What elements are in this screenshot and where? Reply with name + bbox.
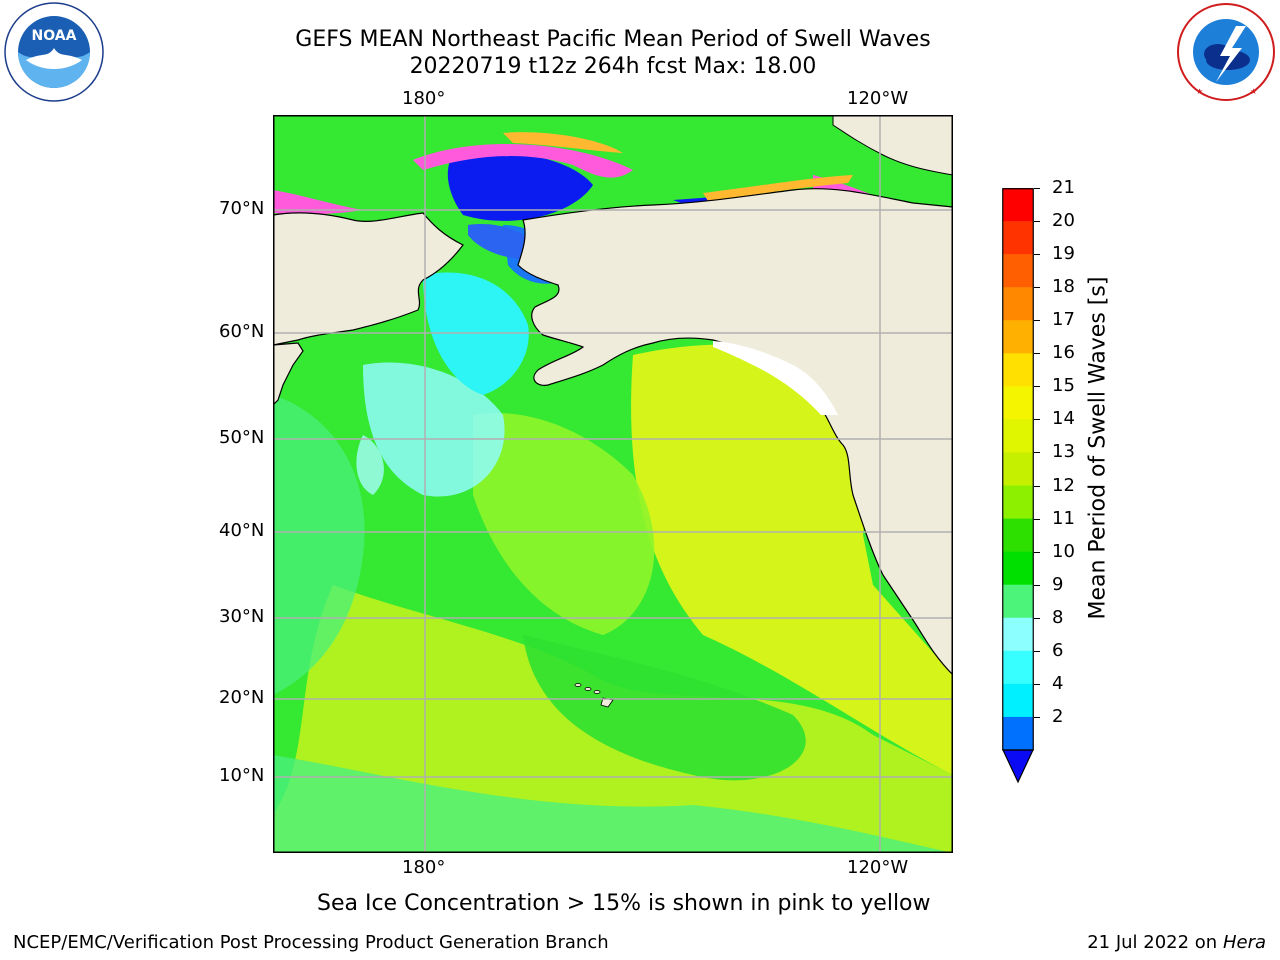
swell-field-cyan-light xyxy=(363,362,505,497)
colorbar-tick-mark xyxy=(1034,221,1040,223)
colorbar-tick-label: 2 xyxy=(1052,705,1064,727)
colorbar-tick-label: 11 xyxy=(1052,507,1075,529)
lat-label-70n: 70°N xyxy=(219,198,265,219)
map-frame xyxy=(273,115,953,853)
nws-logo: ★ ★ xyxy=(1176,2,1276,102)
colorbar-segment xyxy=(1003,584,1033,619)
colorbar-label-wrap: Mean Period of Swell Waves [s] xyxy=(948,277,1248,620)
chart-title-line2: 20220719 t12z 264h fcst Max: 18.00 xyxy=(409,54,817,79)
colorbar-tick-label: 18 xyxy=(1052,276,1075,298)
swell-field-yellow-east xyxy=(631,344,953,775)
colorbar-tick-mark xyxy=(1034,617,1040,619)
chart-title-line1: GEFS MEAN Northeast Pacific Mean Period … xyxy=(295,27,931,52)
colorbar-tick-label: 6 xyxy=(1052,639,1064,661)
colorbar-tick-mark xyxy=(1034,287,1040,289)
colorbar-segment xyxy=(1003,683,1033,718)
colorbar-segment xyxy=(1003,221,1033,255)
svg-text:★: ★ xyxy=(1250,87,1257,96)
colorbar-segment xyxy=(1003,617,1033,652)
colorbar-segment xyxy=(1003,518,1033,553)
colorbar-segment xyxy=(1003,485,1033,520)
sea-ice-orange-east xyxy=(703,175,853,201)
land-siberia xyxy=(273,212,464,346)
lat-label-40n: 40°N xyxy=(219,520,265,541)
colorbar-tick-label: 19 xyxy=(1052,243,1075,265)
colorbar-ticks: 21 20 19 18 17 16 15 14 13 12 11 10 9 8 6 4 2 xyxy=(1034,177,1092,778)
colorbar-tick-label: 12 xyxy=(1052,474,1075,496)
sea-ice-note: Sea Ice Concentration > 15% is shown in … xyxy=(317,891,931,916)
colorbar-segment xyxy=(1003,320,1033,354)
colorbar-tick-label: 9 xyxy=(1052,573,1064,595)
map-gridlines xyxy=(273,115,953,853)
colorbar-tick-mark xyxy=(1034,485,1040,487)
colorbar-tick-mark xyxy=(1034,650,1040,652)
map-panel xyxy=(273,115,953,853)
land-arctic-islands xyxy=(832,115,953,176)
colorbar-label: Mean Period of Swell Waves [s] xyxy=(1085,276,1111,620)
swell-field-seafoam-south xyxy=(273,755,953,853)
footer-right: 21 Jul 2022 on Hera xyxy=(1087,933,1266,953)
colorbar-segment xyxy=(1003,188,1033,222)
lat-label-10n: 10°N xyxy=(219,765,265,786)
svg-text:★: ★ xyxy=(1196,87,1203,96)
swell-field-green-belt xyxy=(523,635,806,781)
colorbar-segment xyxy=(1003,452,1033,487)
sea-ice-orange-band xyxy=(503,132,623,153)
colorbar-tick-mark xyxy=(1034,419,1040,421)
colorbar-tick-mark xyxy=(1034,716,1040,718)
colorbar-tick-label: 8 xyxy=(1052,606,1064,628)
footer-machine: Hera xyxy=(1222,932,1266,953)
colorbar-segment xyxy=(1003,551,1033,586)
colorbar-segment xyxy=(1003,419,1033,453)
colorbar-tick-label: 20 xyxy=(1052,210,1075,232)
swell-field-seafoam-west xyxy=(273,395,365,695)
colorbar-tick-mark xyxy=(1034,254,1040,256)
colorbar-segment xyxy=(1003,287,1033,321)
colorbar xyxy=(1002,188,1034,784)
colorbar-segment xyxy=(1003,353,1033,387)
swell-field-lime xyxy=(473,413,655,635)
colorbar-tick-label: 16 xyxy=(1052,342,1075,364)
lon-label-top-180: 180° xyxy=(402,88,446,109)
lon-label-bottom-180: 180° xyxy=(402,857,446,878)
colorbar-tick-mark xyxy=(1034,188,1040,189)
colorbar-segment xyxy=(1003,650,1033,685)
colorbar-tick-mark xyxy=(1034,452,1040,454)
colorbar-frame xyxy=(1002,188,1034,751)
colorbar-tick-label: 14 xyxy=(1052,408,1075,430)
lon-label-bottom-120w: 120°W xyxy=(847,857,909,878)
swell-field-cyan-light-2 xyxy=(356,435,384,495)
colorbar-tick-mark xyxy=(1034,551,1040,553)
lon-label-top-120w: 120°W xyxy=(847,88,909,109)
sea-ice-pink-west xyxy=(273,190,363,215)
noaa-logo: NOAA xyxy=(4,2,104,102)
nodata-coast xyxy=(713,341,838,415)
colorbar-tick-label: 13 xyxy=(1052,441,1075,463)
footer-date: 21 Jul 2022 on xyxy=(1087,932,1223,953)
colorbar-tick-label: 21 xyxy=(1052,177,1075,198)
colorbar-tick-label: 4 xyxy=(1052,672,1064,694)
colorbar-tick-label: 17 xyxy=(1052,309,1075,331)
lat-label-60n: 60°N xyxy=(219,321,265,342)
colorbar-tick-mark xyxy=(1034,386,1040,388)
lat-label-50n: 50°N xyxy=(219,427,265,448)
lat-label-30n: 30°N xyxy=(219,606,265,627)
colorbar-tick-label: 10 xyxy=(1052,540,1075,562)
lat-label-20n: 20°N xyxy=(219,687,265,708)
colorbar-tick-mark xyxy=(1034,353,1040,355)
noaa-logo-text: NOAA xyxy=(32,28,77,44)
colorbar-tick-label: 15 xyxy=(1052,375,1075,397)
colorbar-tick-mark xyxy=(1034,518,1040,520)
hawaiian-islands xyxy=(574,683,614,708)
swell-field-blue-arctic xyxy=(447,151,593,221)
colorbar-extend-arrow xyxy=(1002,749,1034,784)
footer-left: NCEP/EMC/Verification Post Processing Pr… xyxy=(13,932,609,953)
colorbar-tick-mark xyxy=(1034,683,1040,685)
colorbar-segment xyxy=(1003,716,1033,751)
colorbar-segment xyxy=(1003,254,1033,288)
sea-ice-pink-band xyxy=(413,143,633,178)
colorbar-tick-mark xyxy=(1034,320,1040,322)
colorbar-segment xyxy=(1003,386,1033,420)
colorbar-tick-mark xyxy=(1034,584,1040,586)
